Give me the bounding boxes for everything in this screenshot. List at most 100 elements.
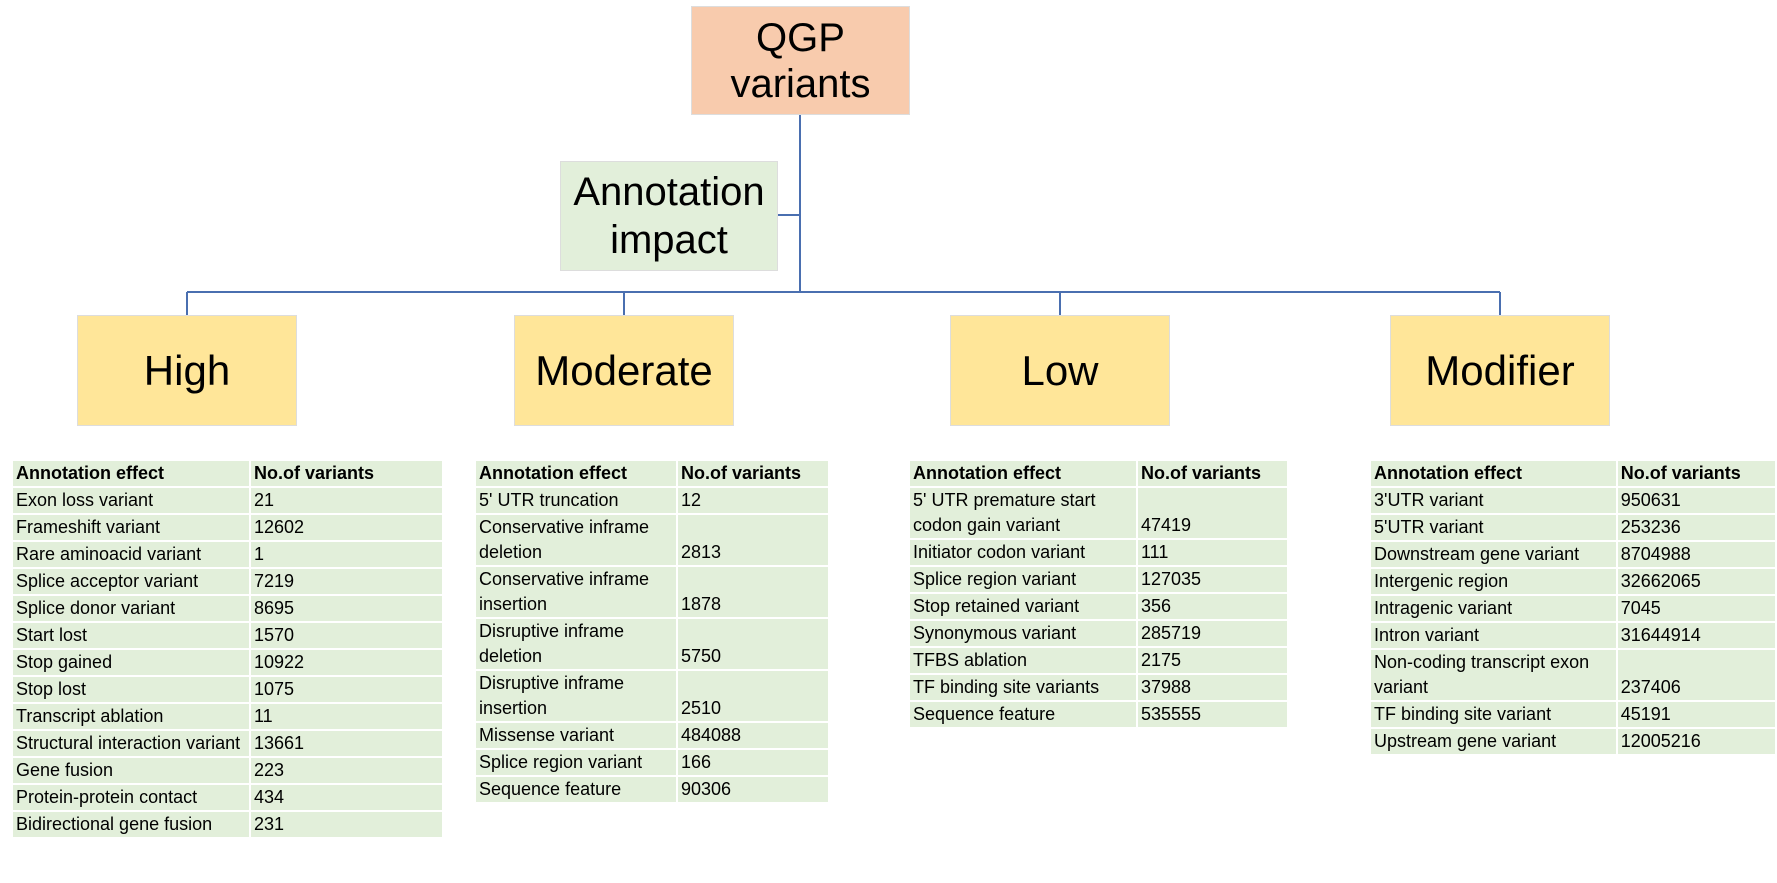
table-row: Frameshift variant 12602: [11, 513, 444, 542]
table-row: Downstream gene variant 8704988: [1369, 540, 1777, 569]
level-label: Moderate: [535, 346, 713, 394]
count-cell: 127035: [1136, 565, 1289, 594]
count-cell: 223: [249, 756, 444, 785]
table-row: Missense variant 484088: [474, 721, 830, 750]
count-cell: 47419: [1136, 486, 1289, 540]
count-cell: 2175: [1136, 646, 1289, 675]
count-cell: 12: [676, 486, 830, 515]
effect-cell: 5' UTR premature start codon gain varian…: [908, 486, 1138, 540]
table-row: Disruptive inframe deletion 5750: [474, 617, 830, 671]
effect-cell: Missense variant: [474, 721, 678, 750]
table-row: Transcript ablation 11: [11, 702, 444, 731]
table-row: TF binding site variants 37988: [908, 673, 1289, 702]
table-row: Upstream gene variant 12005216: [1369, 727, 1777, 756]
table-row: Bidirectional gene fusion 231: [11, 810, 444, 839]
header-cell: Annotation effect: [908, 459, 1138, 488]
effect-cell: Splice donor variant: [11, 594, 251, 623]
count-cell: 1: [249, 540, 444, 569]
table-row: Conservative inframe deletion 2813: [474, 513, 830, 567]
effect-cell: Sequence feature: [474, 775, 678, 804]
effect-cell: Bidirectional gene fusion: [11, 810, 251, 839]
table-row: Start lost 1570: [11, 621, 444, 650]
effect-table: Annotation effect No.of variants 5' UTR pr…: [908, 459, 1289, 729]
effect-cell: TFBS ablation: [908, 646, 1138, 675]
table-row: Intergenic region 32662065: [1369, 567, 1777, 596]
table-row: 5' UTR truncation 12: [474, 486, 830, 515]
table-row: Disruptive inframe insertion 2510: [474, 669, 830, 723]
count-cell: 231: [249, 810, 444, 839]
root-node: QGP variants: [692, 7, 909, 114]
count-cell: 10922: [249, 648, 444, 677]
table-row: Conservative inframe insertion 1878: [474, 565, 830, 619]
count-cell: 32662065: [1615, 567, 1777, 596]
level-node: High: [78, 316, 296, 425]
count-cell: 2510: [676, 669, 830, 723]
header-row: Annotation effect No.of variants: [474, 459, 830, 488]
table-row: Splice acceptor variant 7219: [11, 567, 444, 596]
count-cell: 13661: [249, 729, 444, 758]
count-cell: 37988: [1136, 673, 1289, 702]
effect-cell: Start lost: [11, 621, 251, 650]
effect-cell: Frameshift variant: [11, 513, 251, 542]
count-cell: 484088: [676, 721, 830, 750]
effect-cell: Structural interaction variant: [11, 729, 251, 758]
effect-cell: Initiator codon variant: [908, 538, 1138, 567]
count-cell: 5750: [676, 617, 830, 671]
effect-cell: Stop lost: [11, 675, 251, 704]
effect-cell: Splice acceptor variant: [11, 567, 251, 596]
count-cell: 535555: [1136, 700, 1289, 729]
effect-cell: Gene fusion: [11, 756, 251, 785]
header-cell: No.of variants: [1615, 459, 1777, 488]
effect-cell: Upstream gene variant: [1369, 727, 1618, 756]
effect-cell: Rare aminoacid variant: [11, 540, 251, 569]
effect-cell: Conservative inframe deletion: [474, 513, 678, 567]
count-cell: 2813: [676, 513, 830, 567]
effect-cell: Exon loss variant: [11, 486, 251, 515]
effect-cell: Protein-protein contact: [11, 783, 251, 812]
count-cell: 950631: [1615, 486, 1777, 515]
effect-cell: Downstream gene variant: [1369, 540, 1618, 569]
effect-table: Annotation effect No.of variants 3'UTR var…: [1369, 459, 1777, 756]
count-cell: 285719: [1136, 619, 1289, 648]
header-cell: Annotation effect: [474, 459, 678, 488]
count-cell: 7045: [1615, 594, 1777, 623]
level-node: Moderate: [515, 316, 733, 425]
level-label: Low: [1021, 346, 1099, 394]
count-cell: 11: [249, 702, 444, 731]
count-cell: 12602: [249, 513, 444, 542]
table-row: TF binding site variant 45191: [1369, 700, 1777, 729]
level-label: Modifier: [1425, 346, 1575, 394]
effect-cell: Disruptive inframe deletion: [474, 617, 678, 671]
table-row: Splice donor variant 8695: [11, 594, 444, 623]
effect-cell: 5'UTR variant: [1369, 513, 1618, 542]
header-cell: No.of variants: [1136, 459, 1289, 488]
table-row: TFBS ablation 2175: [908, 646, 1289, 675]
effect-cell: 5' UTR truncation: [474, 486, 678, 515]
count-cell: 31644914: [1615, 621, 1777, 650]
header-cell: Annotation effect: [1369, 459, 1618, 488]
table-row: Splice region variant 166: [474, 748, 830, 777]
table-row: Intragenic variant 7045: [1369, 594, 1777, 623]
table-row: Stop lost 1075: [11, 675, 444, 704]
effect-cell: Transcript ablation: [11, 702, 251, 731]
level-node: Low: [951, 316, 1169, 425]
level-node: Modifier: [1391, 316, 1609, 425]
effect-cell: Intergenic region: [1369, 567, 1618, 596]
count-cell: 1570: [249, 621, 444, 650]
table-row: Splice region variant 127035: [908, 565, 1289, 594]
effect-cell: Stop gained: [11, 648, 251, 677]
count-cell: 356: [1136, 592, 1289, 621]
header-row: Annotation effect No.of variants: [908, 459, 1289, 488]
effect-table: Annotation effect No.of variants 5' UTR tr…: [474, 459, 830, 804]
table-row: Stop retained variant 356: [908, 592, 1289, 621]
effect-cell: 3'UTR variant: [1369, 486, 1618, 515]
effect-cell: Intragenic variant: [1369, 594, 1618, 623]
count-cell: 237406: [1615, 648, 1777, 702]
table-row: Sequence feature 535555: [908, 700, 1289, 729]
count-cell: 7219: [249, 567, 444, 596]
table-row: Stop gained 10922: [11, 648, 444, 677]
level-label: High: [143, 346, 231, 394]
effect-cell: TF binding site variants: [908, 673, 1138, 702]
